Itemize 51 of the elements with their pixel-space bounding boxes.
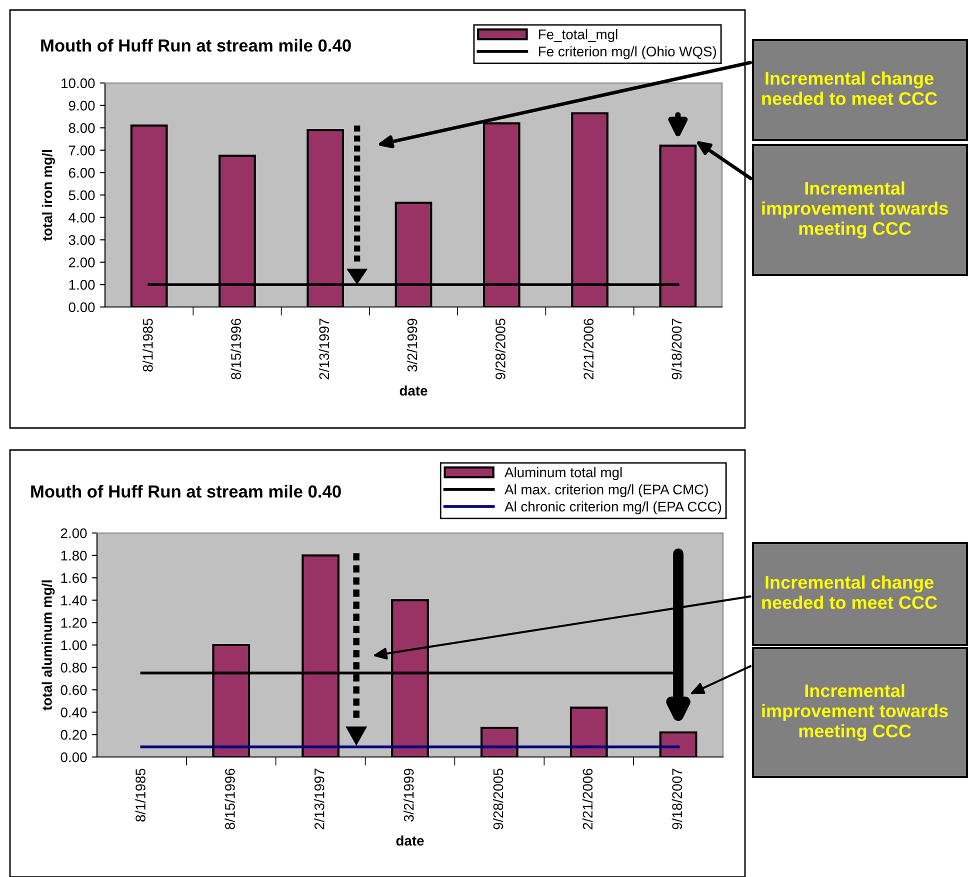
legend-label: Al max. criterion mg/l (EPA CMC) bbox=[504, 484, 708, 498]
y-tick-label: 1.60 bbox=[61, 573, 87, 583]
y-tick-label: 2.00 bbox=[68, 258, 95, 268]
legend-label: Fe criterion mg/l (Ohio WQS) bbox=[538, 46, 716, 60]
y-tick-label: 0.00 bbox=[68, 302, 95, 312]
x-axis-title: date bbox=[396, 835, 424, 846]
y-tick-label: 0.00 bbox=[60, 752, 87, 762]
x-tick-label: 8/1/1985 bbox=[135, 768, 146, 822]
y-tick-label: 1.20 bbox=[61, 618, 87, 628]
y-tick-label: 1.00 bbox=[69, 280, 95, 290]
y-tick-label: 5.00 bbox=[68, 190, 95, 200]
x-tick-label: 2/13/1997 bbox=[314, 768, 324, 830]
y-tick-label: 10.00 bbox=[62, 78, 95, 88]
y-tick-label: 1.80 bbox=[61, 550, 87, 561]
legend-label: Al chronic criterion mg/l (EPA CCC) bbox=[504, 501, 722, 514]
y-tick-label: 0.60 bbox=[60, 685, 87, 695]
x-tick-label: 8/15/1996 bbox=[224, 768, 235, 830]
y-tick-label: 7.00 bbox=[68, 146, 95, 156]
x-tick-label: 8/15/1996 bbox=[230, 318, 241, 380]
x-tick-label: 9/18/2007 bbox=[671, 318, 682, 380]
legend-label: Fe_total_mgl bbox=[538, 29, 618, 42]
x-tick-label: 9/28/2005 bbox=[492, 768, 504, 830]
text: Incremental improvement towards meeting CCC bbox=[762, 684, 948, 742]
legend-label: Aluminum total mgl bbox=[504, 467, 622, 480]
y-tick-label: 2.00 bbox=[60, 528, 87, 538]
chart-title: Mouth of Huff Run at stream mile 0.40 bbox=[31, 484, 341, 498]
x-tick-label: 2/21/2006 bbox=[582, 768, 593, 830]
y-tick-label: 1.40 bbox=[61, 596, 87, 606]
y-tick-label: 0.40 bbox=[60, 708, 87, 718]
x-tick-label: 3/2/1999 bbox=[407, 318, 418, 372]
y-axis-title: total iron mg/l bbox=[42, 150, 55, 241]
y-tick-label: 4.00 bbox=[68, 212, 95, 223]
x-tick-label: 8/1/1985 bbox=[142, 318, 153, 372]
x-tick-label: 3/2/1999 bbox=[404, 768, 414, 822]
y-tick-label: 6.00 bbox=[68, 168, 95, 178]
x-tick-label: 2/13/1997 bbox=[318, 318, 330, 380]
y-tick-label: 0.20 bbox=[60, 730, 87, 740]
y-tick-label: 1.00 bbox=[61, 640, 87, 650]
text: Incremental change needed to meet CCC bbox=[762, 71, 938, 105]
y-tick-label: 9.00 bbox=[68, 100, 95, 111]
x-axis-title: date bbox=[400, 385, 428, 396]
x-tick-label: 9/28/2005 bbox=[495, 318, 506, 380]
y-tick-label: 8.00 bbox=[68, 123, 95, 133]
text: Incremental improvement towards meeting CCC bbox=[762, 181, 948, 239]
y-tick-label: 3.00 bbox=[68, 235, 95, 245]
x-tick-label: 2/21/2006 bbox=[583, 318, 594, 380]
x-tick-label: 9/18/2007 bbox=[672, 768, 682, 830]
y-axis-title: total aluminum mg/l bbox=[42, 580, 55, 710]
y-tick-label: 0.80 bbox=[60, 662, 87, 673]
text: Incremental change needed to meet CCC bbox=[762, 575, 938, 609]
chart-title: Mouth of Huff Run at stream mile 0.40 bbox=[41, 38, 351, 52]
